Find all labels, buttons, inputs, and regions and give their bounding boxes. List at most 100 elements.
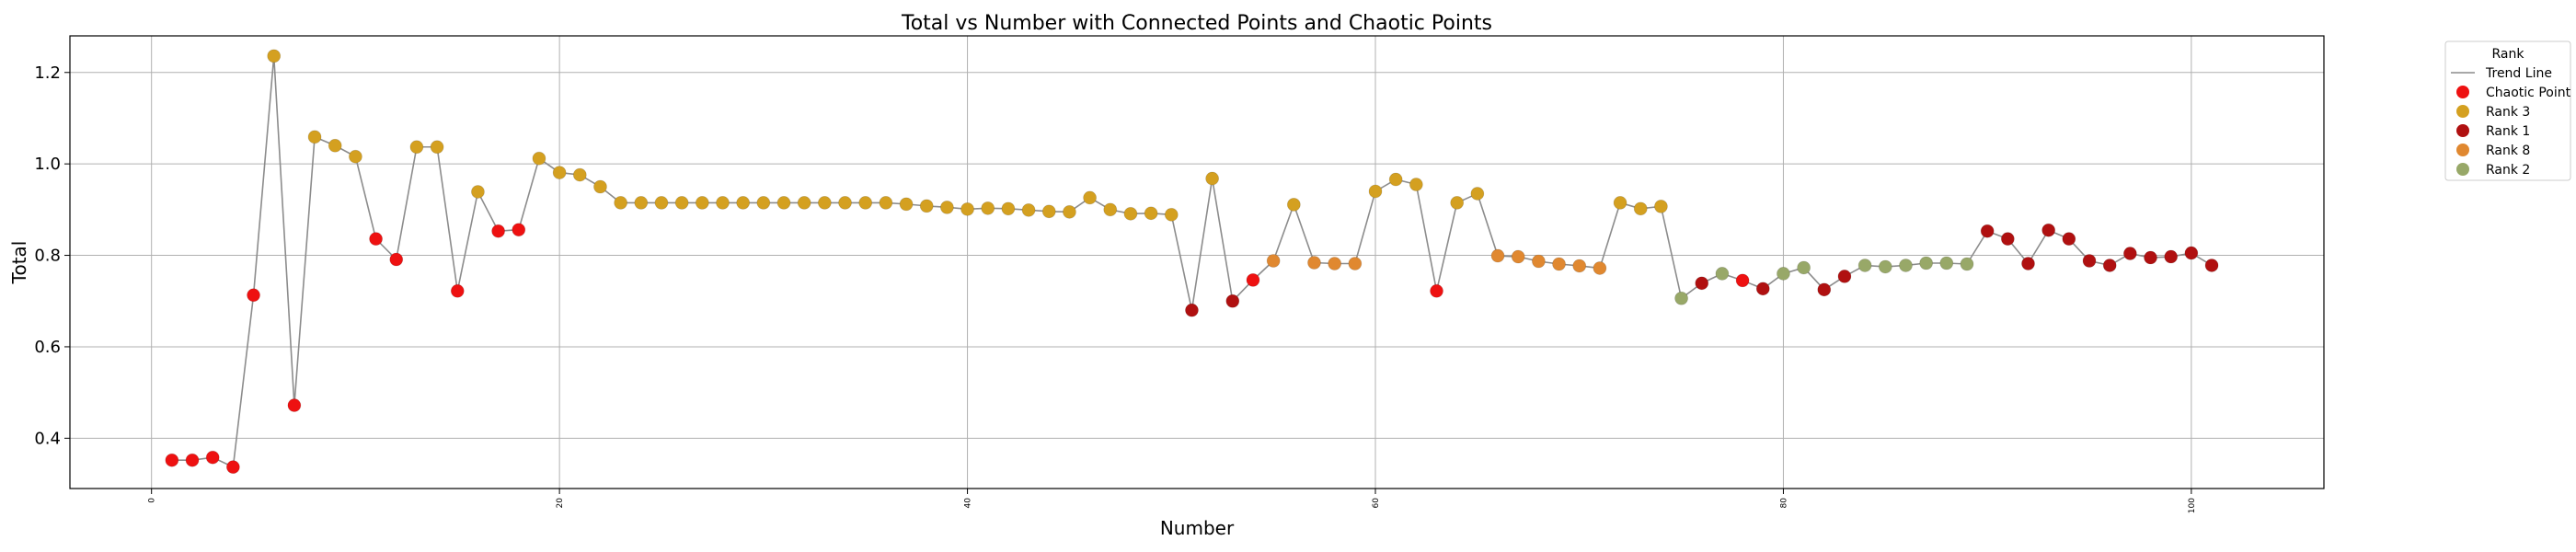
data-point-r3 bbox=[267, 49, 282, 63]
data-point-r3 bbox=[1083, 190, 1097, 205]
data-point-chaotic bbox=[389, 252, 404, 267]
legend-box bbox=[2444, 40, 2571, 181]
data-point-r3 bbox=[674, 195, 689, 210]
data-point-r8 bbox=[1307, 256, 1321, 270]
data-point-r3 bbox=[572, 167, 587, 182]
data-point-r1 bbox=[1755, 282, 1770, 296]
data-point-r3 bbox=[1470, 187, 1485, 201]
legend: Rank Trend Line Chaotic Point Rank 3 Rank 1… bbox=[2444, 40, 2571, 181]
data-point-r3 bbox=[919, 199, 934, 213]
data-point-r3 bbox=[797, 195, 811, 210]
y-axis: 0.4 0.6 0.8 1.0 1.2 bbox=[34, 63, 70, 448]
data-point-r3 bbox=[716, 195, 730, 210]
data-point-r3 bbox=[817, 195, 832, 210]
data-point-r3 bbox=[981, 201, 995, 215]
data-point-r1 bbox=[1837, 270, 1852, 283]
data-point-r3 bbox=[1286, 197, 1301, 212]
data-point-r3 bbox=[1001, 201, 1016, 216]
data-point-r3 bbox=[838, 195, 852, 210]
x-tick-label: 0 bbox=[148, 498, 157, 503]
data-point-r2 bbox=[1777, 267, 1790, 281]
data-point-r2 bbox=[1674, 291, 1688, 305]
legend-label: Chaotic Point bbox=[2486, 86, 2571, 100]
data-point-r2 bbox=[1878, 259, 1892, 274]
data-points bbox=[165, 49, 2219, 475]
data-point-r8 bbox=[1328, 257, 1342, 270]
data-point-r3 bbox=[960, 201, 974, 216]
data-point-r2 bbox=[1899, 259, 1913, 272]
legend-title: Rank bbox=[2492, 47, 2525, 62]
data-point-r3 bbox=[614, 195, 628, 210]
data-point-r3 bbox=[532, 151, 546, 166]
data-point-chaotic bbox=[287, 398, 302, 412]
data-point-r3 bbox=[756, 195, 771, 210]
legend-marker bbox=[2456, 144, 2469, 156]
x-tick-label: 20 bbox=[556, 498, 565, 509]
data-point-r1 bbox=[2102, 259, 2117, 272]
data-point-r3 bbox=[879, 195, 893, 210]
data-point-chaotic bbox=[225, 460, 240, 475]
data-point-r3 bbox=[736, 195, 751, 210]
data-point-r3 bbox=[1144, 206, 1158, 221]
data-point-r3 bbox=[1450, 195, 1465, 210]
data-point-r1 bbox=[1980, 224, 1995, 238]
data-point-r1 bbox=[2122, 247, 2137, 260]
data-point-chaotic bbox=[512, 223, 526, 237]
legend-marker bbox=[2456, 124, 2469, 137]
data-point-r8 bbox=[1348, 257, 1363, 270]
data-point-r3 bbox=[1368, 184, 1383, 199]
data-point-chaotic bbox=[491, 224, 506, 238]
data-point-r1 bbox=[1695, 276, 1709, 291]
data-point-r1 bbox=[2062, 232, 2076, 247]
data-point-r3 bbox=[858, 195, 873, 210]
data-point-r3 bbox=[1103, 202, 1118, 217]
legend-label: Trend Line bbox=[2485, 66, 2552, 81]
x-axis: 0 20 40 60 80 100 bbox=[148, 489, 2197, 513]
data-point-r8 bbox=[1266, 254, 1281, 268]
x-tick-label: 80 bbox=[1779, 498, 1788, 509]
data-point-r3 bbox=[634, 195, 649, 210]
data-point-r3 bbox=[1123, 206, 1138, 221]
data-point-r8 bbox=[1593, 261, 1607, 275]
data-point-r2 bbox=[1715, 267, 1730, 281]
data-point-chaotic bbox=[165, 453, 179, 467]
y-tick-label: 0.8 bbox=[34, 247, 61, 266]
data-point-r1 bbox=[2184, 246, 2199, 260]
data-point-r8 bbox=[1552, 257, 1566, 271]
data-point-r3 bbox=[1409, 178, 1423, 191]
legend-marker bbox=[2456, 105, 2469, 118]
legend-label: Rank 8 bbox=[2486, 144, 2530, 158]
y-tick-label: 1.2 bbox=[34, 63, 61, 83]
data-point-r3 bbox=[1021, 202, 1036, 217]
data-point-chaotic bbox=[205, 450, 220, 465]
data-point-r1 bbox=[1185, 303, 1199, 317]
data-point-r8 bbox=[1511, 249, 1525, 264]
data-point-r3 bbox=[1063, 204, 1076, 219]
data-point-r8 bbox=[1531, 254, 1546, 269]
data-point-r3 bbox=[471, 185, 485, 199]
data-point-chaotic bbox=[1430, 283, 1443, 298]
data-point-r3 bbox=[349, 149, 362, 164]
data-point-r1 bbox=[1817, 282, 1832, 297]
legend-marker bbox=[2456, 163, 2469, 176]
data-point-r3 bbox=[1633, 201, 1648, 216]
data-point-r1 bbox=[2041, 223, 2056, 237]
y-tick-label: 0.6 bbox=[34, 338, 61, 357]
data-point-r3 bbox=[899, 197, 914, 212]
data-point-r1 bbox=[1225, 293, 1240, 308]
data-point-r8 bbox=[1490, 248, 1505, 263]
data-point-r2 bbox=[1797, 260, 1811, 275]
data-point-r3 bbox=[1041, 204, 1056, 219]
legend-label: Rank 3 bbox=[2486, 105, 2530, 120]
data-point-r1 bbox=[2204, 259, 2219, 272]
data-point-r1 bbox=[2082, 254, 2097, 268]
legend-label: Rank 1 bbox=[2486, 124, 2530, 139]
data-point-r3 bbox=[695, 195, 709, 210]
data-point-r2 bbox=[1939, 256, 1954, 270]
data-point-chaotic bbox=[185, 453, 200, 467]
data-point-r3 bbox=[552, 166, 567, 179]
data-point-r3 bbox=[1205, 171, 1220, 186]
data-point-r3 bbox=[430, 140, 444, 155]
data-point-r8 bbox=[1572, 259, 1587, 273]
